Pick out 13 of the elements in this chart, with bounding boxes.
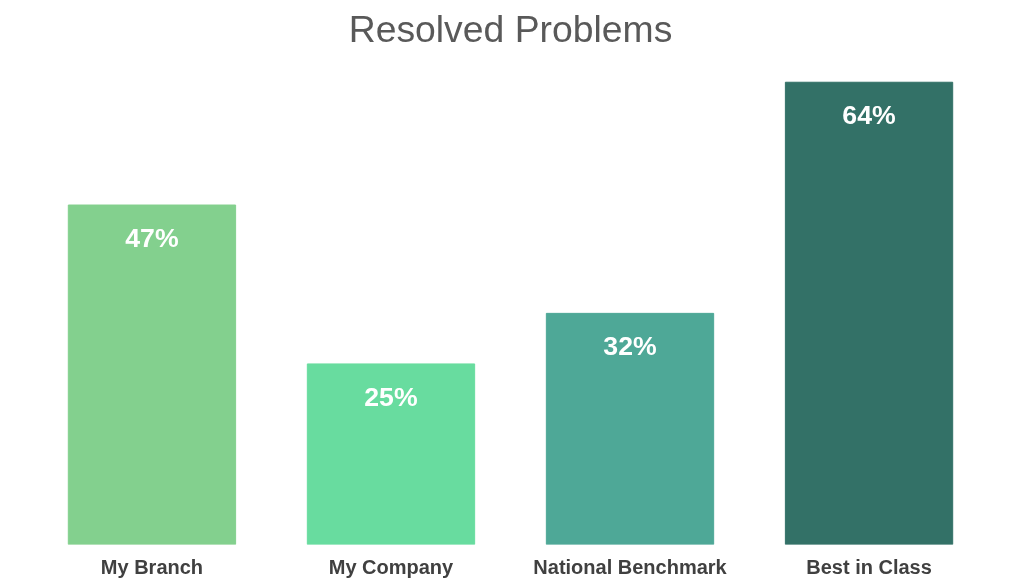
x-tick-label: Best in Class bbox=[806, 555, 932, 578]
bar bbox=[306, 363, 476, 545]
data-label: 47% bbox=[125, 223, 179, 254]
data-label: 32% bbox=[603, 331, 657, 362]
x-tick-label: My Branch bbox=[100, 555, 204, 578]
data-label: 25% bbox=[364, 381, 418, 412]
bar bbox=[67, 204, 237, 545]
x-tick-label: National Benchmark bbox=[533, 555, 728, 578]
data-label: 64% bbox=[842, 100, 896, 131]
bar bbox=[784, 81, 954, 545]
bar bbox=[545, 312, 715, 545]
chart-title: Resolved Problems bbox=[348, 7, 673, 50]
x-tick-label: My Company bbox=[328, 555, 455, 578]
